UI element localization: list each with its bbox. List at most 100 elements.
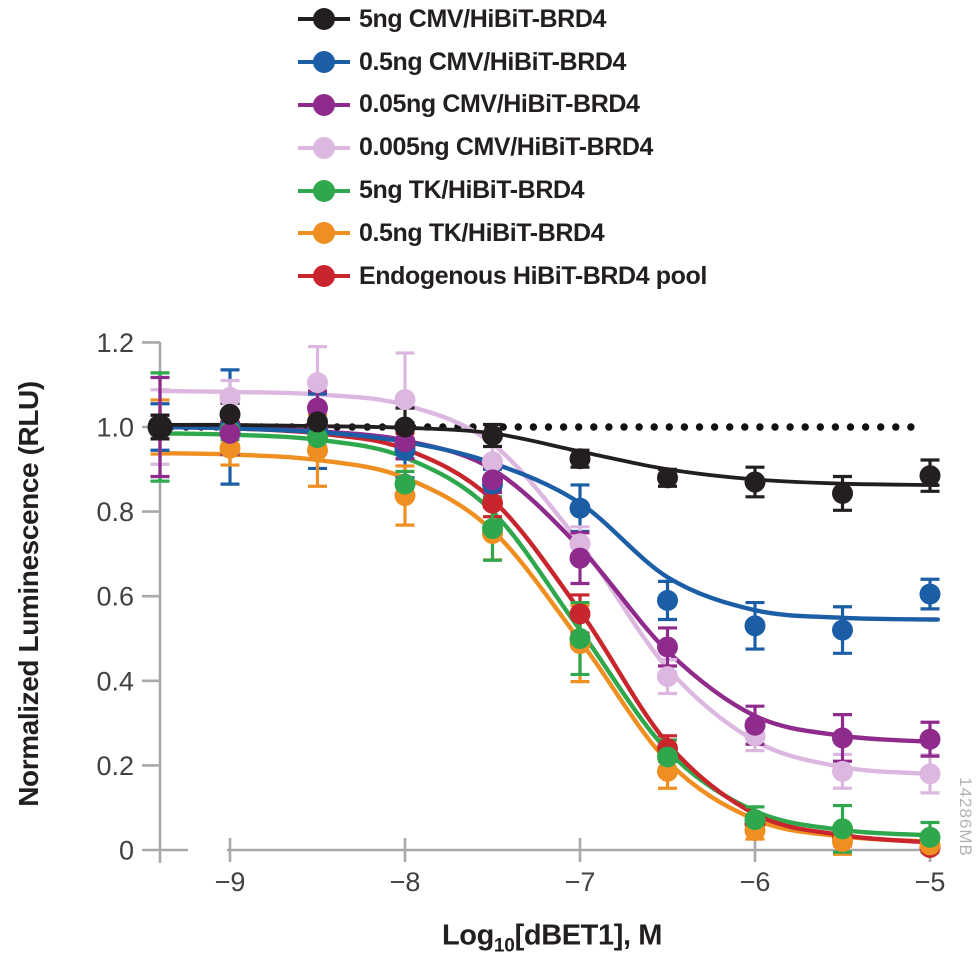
data-point [832,482,853,504]
data-point [919,728,941,750]
data-point [657,467,678,489]
legend-item: 0.5ng CMV/HiBiT-BRD4 [298,41,707,84]
data-point [219,403,241,425]
reference-dot [635,423,643,431]
watermark-part-number: 14286MB [956,777,975,857]
data-point [307,411,328,433]
x-axis-title: Log10[dBET1], M [441,919,663,957]
legend-item: 0.5ng TK/HiBiT-BRD4 [298,212,707,255]
series-curve [157,424,941,846]
reference-dot [575,423,583,431]
x-tick-label: −7 [565,867,596,897]
legend-label: Endogenous HiBiT-BRD4 pool [359,261,707,290]
data-point [569,603,591,625]
legend-marker-icon [298,51,350,74]
legend-marker-icon [298,136,350,159]
data-point [219,422,241,444]
data-point [569,628,591,649]
legend-item: 0.05ng CMV/HiBiT-BRD4 [298,84,707,127]
reference-dot [514,423,522,431]
reference-dot [710,423,719,431]
legend-label: 5ng TK/HiBiT-BRD4 [359,176,585,205]
data-point [919,465,941,487]
reference-dot [559,423,568,431]
reference-dot [695,423,704,431]
reference-dot [544,423,553,431]
reference-dot [801,423,809,431]
y-tick-label: 1.0 [96,413,134,443]
x-axis-title-suffix: [dBET1], M [514,919,663,952]
data-point [744,615,766,637]
data-point [147,414,173,440]
legend-marker-icon [298,265,350,288]
legend-label: 0.005ng CMV/HiBiT-BRD4 [359,133,654,162]
axes: 1.2 1.0 0.8 0.6 0.4 0.2 0 −9 −8 −7 −6 −5 [96,328,945,897]
reference-dot [741,423,749,431]
data-point [219,437,241,459]
data-point [482,424,503,446]
legend-label: 0.5ng TK/HiBiT-BRD4 [359,218,605,247]
data-point [744,471,766,493]
data-point [744,809,766,831]
reference-dot [590,423,598,431]
data-point [744,714,766,736]
reference-dot [726,423,734,431]
data-point [569,533,591,555]
x-tick-label: −8 [390,867,421,897]
reference-dot [756,423,764,431]
data-point [919,763,941,785]
error-bars [150,345,940,856]
data-point [657,746,678,768]
series-curve [157,431,941,838]
y-tick-label: 0.8 [96,497,134,527]
data-point [569,497,591,519]
data-points [147,372,941,858]
reference-dot [529,423,538,431]
x-axis-title-subscript: 10 [493,935,515,957]
y-axis-title: Normalized Luminescence (RLU) [13,381,44,807]
y-tick-label: 0.4 [96,666,134,696]
legend-item: 0.005ng CMV/HiBiT-BRD4 [298,126,707,169]
data-point [394,389,416,411]
reference-dot [605,423,613,431]
x-tick-label: −5 [915,867,946,897]
legend-marker-icon [298,8,350,31]
data-point [919,583,941,605]
reference-dot [861,423,870,431]
data-point [307,372,328,394]
reference-dot [892,423,900,431]
data-point [657,666,678,688]
reference-dot [620,423,628,431]
reference-dot [816,423,824,431]
x-tick-label: −9 [215,867,246,897]
y-tick-label: 0.6 [96,582,134,612]
legend-marker-icon [298,222,350,245]
data-point [832,760,853,782]
legend: 5ng CMV/HiBiT-BRD4 0.5ng CMV/HiBiT-BRD4 … [298,0,707,298]
data-point [482,518,503,540]
reference-dot [831,423,840,431]
legend-item: Endogenous HiBiT-BRD4 pool [298,255,707,298]
y-tick-label: 0 [119,836,134,866]
y-tick-label: 0.2 [96,751,134,781]
legend-item: 5ng TK/HiBiT-BRD4 [298,169,707,212]
data-point [569,448,591,470]
data-point [832,818,853,840]
data-point [394,416,416,438]
x-axis-title-prefix: Log [441,919,494,952]
data-point [219,386,241,408]
data-point [307,427,328,449]
reference-dot [680,423,689,431]
reference-dot [650,423,658,431]
data-point [482,451,503,473]
reference-dot [786,423,794,431]
fit-curves [157,388,941,846]
data-point [657,636,678,658]
data-point [394,473,416,495]
series-curve [157,451,941,845]
y-tick-label: 1.2 [96,328,134,358]
data-point [919,826,941,848]
data-point [394,431,416,453]
